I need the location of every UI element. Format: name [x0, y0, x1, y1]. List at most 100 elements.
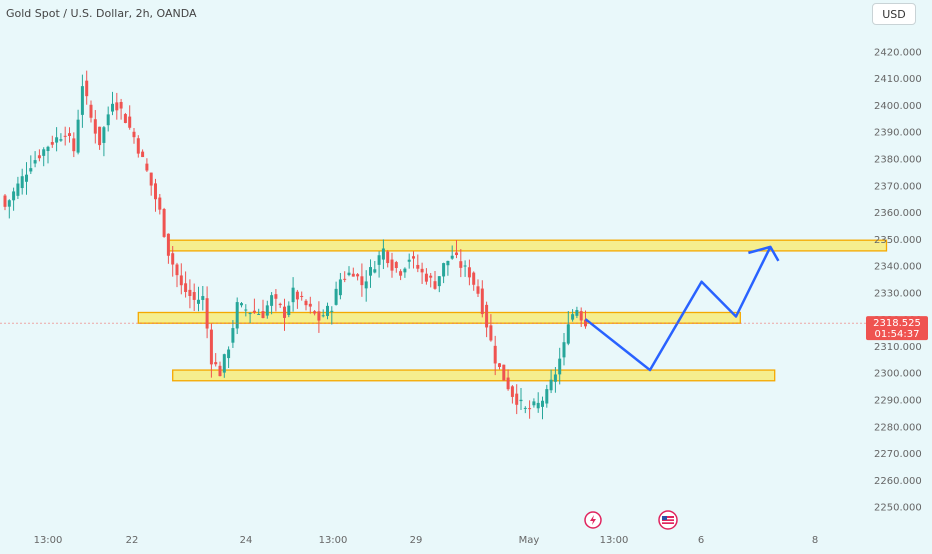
- price-tick-label: 2310.000: [874, 342, 922, 353]
- projection-layer: [584, 245, 780, 372]
- lightning-event-icon[interactable]: [584, 511, 602, 529]
- price-tag-price: 2318.525: [873, 318, 921, 329]
- candle-body: [227, 349, 231, 359]
- candle-body: [197, 299, 200, 304]
- candle-body: [459, 261, 463, 268]
- time-tick-label: 13:00: [34, 535, 63, 546]
- us-flag-event-icon[interactable]: [658, 510, 678, 530]
- candle-body: [541, 400, 544, 407]
- candle-body: [274, 294, 278, 299]
- candle-body: [403, 268, 407, 273]
- candle-body: [424, 273, 428, 282]
- candle-body: [209, 329, 213, 365]
- candle-body: [50, 142, 54, 145]
- time-tick-label: 24: [240, 535, 253, 546]
- candle-body: [412, 256, 415, 259]
- candle-body: [205, 298, 209, 329]
- candle-body: [154, 183, 157, 200]
- candle-body: [188, 289, 192, 297]
- price-tick-label: 2400.000: [874, 101, 922, 112]
- time-axis[interactable]: 13:00 22 24 13:00 29 May 13:00 6 8: [34, 535, 819, 546]
- candle-body: [377, 255, 381, 265]
- price-tag-countdown: 01:54:37: [875, 329, 920, 340]
- candle-body: [463, 265, 467, 267]
- candle-body: [390, 259, 394, 271]
- candle-body: [291, 287, 295, 303]
- time-tick-label: 13:00: [600, 535, 629, 546]
- candle-body: [321, 315, 325, 317]
- candle-body: [523, 407, 527, 409]
- candle-body: [42, 149, 46, 156]
- projection-arrowhead: [748, 245, 780, 262]
- candle-body: [68, 133, 71, 137]
- candle-body: [98, 126, 102, 146]
- currency-selector[interactable]: USD: [872, 3, 916, 25]
- candle-body: [128, 116, 132, 128]
- candle-body: [80, 86, 84, 115]
- candle-body: [558, 358, 562, 375]
- candle-body: [179, 275, 183, 286]
- candle-body: [218, 365, 222, 377]
- candle-body: [489, 325, 493, 341]
- candle-body: [476, 286, 480, 294]
- candle-body: [166, 233, 170, 256]
- candle-body: [545, 389, 549, 404]
- candle-body: [252, 310, 256, 313]
- candle-body: [20, 176, 24, 189]
- candle-body: [240, 303, 243, 306]
- price-tick-label: 2300.000: [874, 369, 922, 380]
- candle-body: [330, 310, 334, 312]
- candle-body: [429, 275, 433, 278]
- candle-body: [308, 303, 312, 307]
- price-axis[interactable]: 2250.000 2260.000 2270.000 2280.000 2290.000…: [874, 47, 922, 513]
- candle-body: [515, 393, 519, 405]
- candle-body: [455, 252, 458, 256]
- candle-body: [373, 269, 377, 273]
- time-tick-label: 8: [812, 535, 818, 546]
- price-tick-label: 2360.000: [874, 208, 922, 219]
- time-tick-label: 13:00: [319, 535, 348, 546]
- candle-body: [575, 310, 579, 316]
- candle-body: [399, 271, 403, 276]
- zones-layer: [137, 239, 888, 382]
- candle-body: [3, 195, 7, 207]
- candle-body: [162, 209, 166, 237]
- candle-body: [29, 168, 33, 172]
- candle-body: [394, 262, 398, 268]
- candle-body: [158, 197, 162, 210]
- candle-body: [536, 402, 540, 409]
- candle-body: [519, 399, 523, 402]
- candle-body: [369, 267, 372, 276]
- candle-body: [287, 305, 291, 316]
- price-tick-label: 2420.000: [874, 47, 922, 58]
- price-tick-label: 2340.000: [874, 262, 922, 273]
- candle-body: [231, 328, 235, 343]
- price-tick-label: 2260.000: [874, 476, 922, 487]
- candle-body: [222, 354, 226, 373]
- candle-body: [347, 272, 351, 276]
- candle-body: [364, 281, 368, 289]
- candle-body: [12, 191, 16, 201]
- candle-body: [532, 401, 536, 406]
- candle-body: [343, 278, 347, 280]
- support-resistance-zone-1: [167, 239, 888, 252]
- candle-body: [149, 172, 153, 186]
- candle-body: [510, 386, 514, 397]
- candle-body: [33, 160, 37, 164]
- candle-body: [16, 183, 20, 196]
- candle-body: [579, 311, 583, 321]
- candle-body: [72, 138, 76, 152]
- candle-body: [25, 174, 28, 182]
- candle-body: [493, 345, 497, 364]
- candle-body: [450, 255, 454, 259]
- candle-body: [132, 131, 136, 138]
- candle-body: [201, 296, 205, 300]
- candle-body: [76, 119, 80, 153]
- candle-body: [141, 151, 145, 158]
- price-tick-label: 2390.000: [874, 128, 922, 139]
- support-resistance-zone-2: [137, 311, 741, 324]
- candle-body: [235, 302, 239, 329]
- candle-body: [192, 292, 196, 300]
